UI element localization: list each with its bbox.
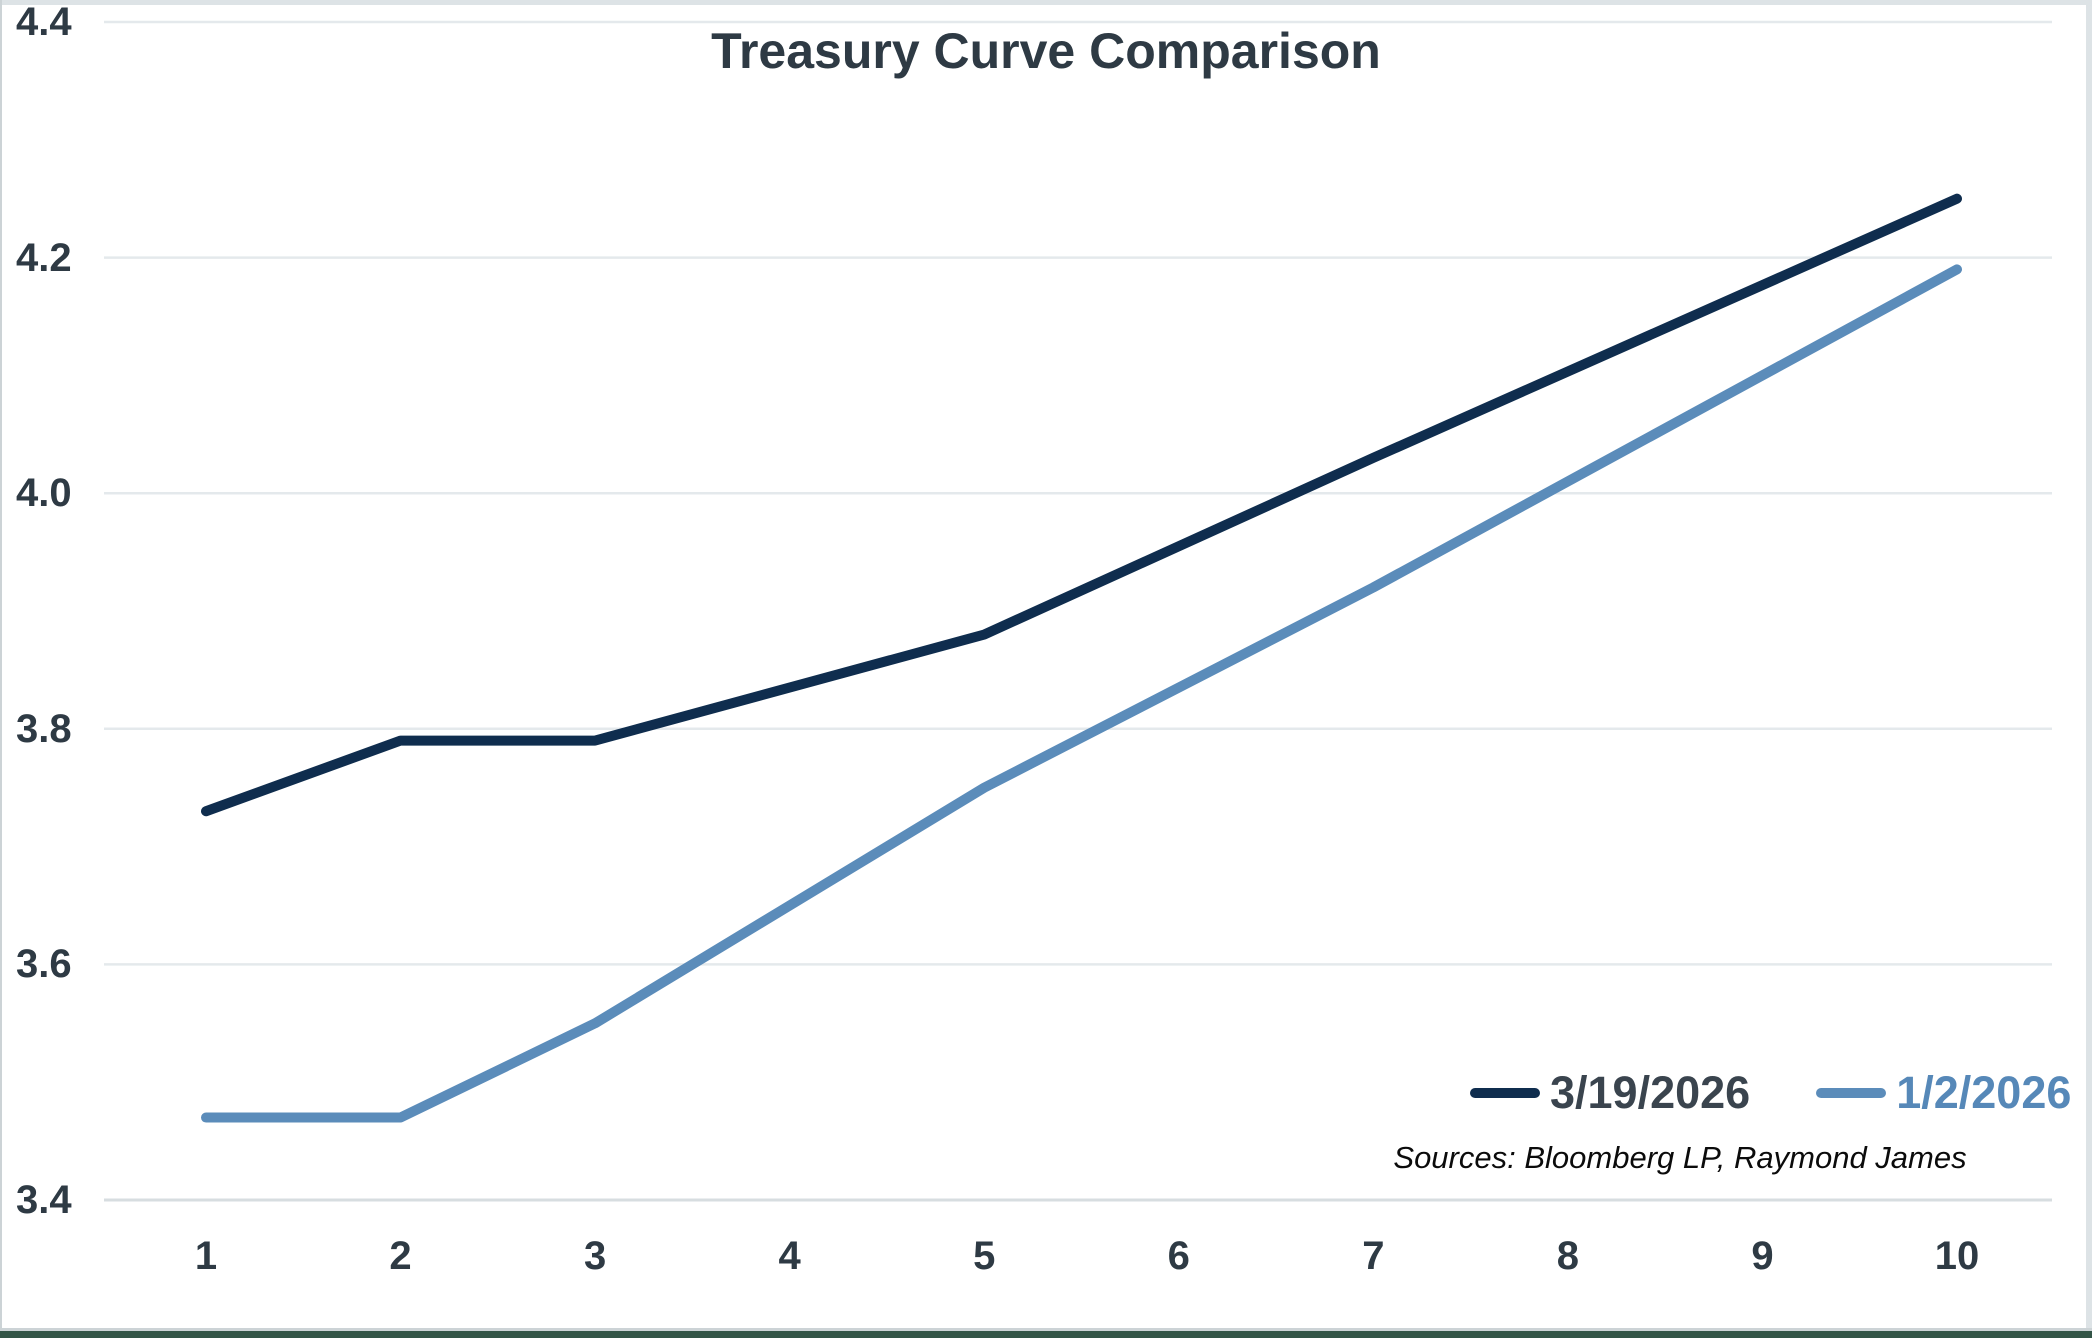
legend-line-icon-series2 <box>1816 1088 1887 1098</box>
frame-left-edge <box>0 0 2 1338</box>
x-tick-label: 8 <box>1556 1234 1579 1278</box>
x-tick-label: 5 <box>973 1234 996 1278</box>
x-tick-label: 1 <box>194 1234 218 1278</box>
x-tick-label: 7 <box>1362 1234 1385 1278</box>
y-tick-label: 3.8 <box>16 706 72 751</box>
x-tick-label: 6 <box>1167 1234 1190 1278</box>
y-tick-label: 3.6 <box>16 942 72 987</box>
legend-line-icon-series1 <box>1470 1088 1540 1098</box>
frame-top-edge <box>0 0 2092 5</box>
legend-label-series1: 3/19/2026 <box>1550 1067 1751 1118</box>
bottom-border-rule <box>0 1331 2092 1338</box>
legend-item-series1: 3/19/2026 <box>1470 1066 1750 1120</box>
y-tick-label: 3.4 <box>16 1178 72 1222</box>
x-tick-label: 9 <box>1751 1234 1774 1278</box>
series-line-1 <box>201 193 1962 817</box>
x-tick-label: 2 <box>389 1234 412 1278</box>
legend-label-series2: 1/2/2026 <box>1896 1067 2072 1118</box>
x-tick-label: 10 <box>1934 1234 1980 1278</box>
x-tick-label: 3 <box>583 1234 607 1278</box>
frame-bottom-line <box>0 1328 2092 1331</box>
frame-right-edge <box>2086 0 2092 1338</box>
legend-item-series2: 1/2/2026 <box>1816 1066 2071 1120</box>
series-line-2 <box>201 264 1962 1123</box>
legend: 3/19/2026 1/2/2026 <box>1470 1066 2071 1120</box>
chart-title: Treasury Curve Comparison <box>711 23 1381 79</box>
x-tick-label: 4 <box>778 1234 801 1278</box>
y-tick-label: 4.0 <box>16 471 72 516</box>
sources-note: Sources: Bloomberg LP, Raymond James <box>1393 1140 1967 1175</box>
y-tick-label: 4.4 <box>16 0 72 44</box>
y-tick-label: 4.2 <box>16 235 72 280</box>
